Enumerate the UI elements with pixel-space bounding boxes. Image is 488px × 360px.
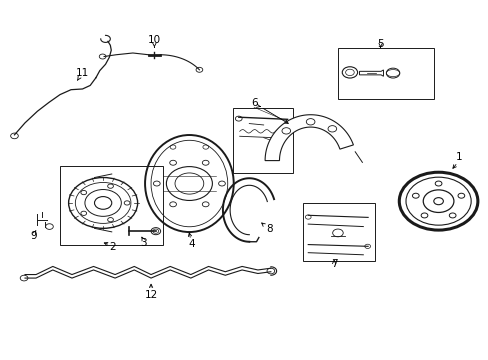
- Text: 6: 6: [250, 98, 257, 108]
- Circle shape: [433, 198, 443, 205]
- Text: 10: 10: [147, 35, 161, 45]
- Text: 3: 3: [140, 238, 147, 248]
- Text: 8: 8: [265, 224, 272, 234]
- Text: 2: 2: [109, 242, 116, 252]
- Text: 5: 5: [377, 39, 383, 49]
- Text: 7: 7: [330, 259, 337, 269]
- Polygon shape: [264, 115, 353, 161]
- Text: 1: 1: [455, 152, 462, 162]
- Text: 9: 9: [30, 231, 37, 242]
- Text: 12: 12: [144, 290, 157, 300]
- Text: 11: 11: [76, 68, 89, 78]
- Text: 4: 4: [188, 239, 195, 249]
